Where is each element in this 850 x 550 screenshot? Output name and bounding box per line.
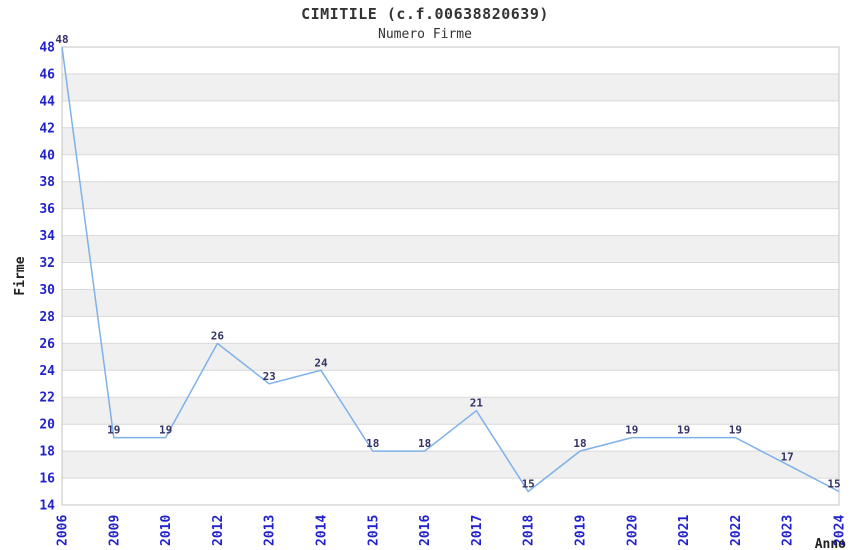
point-label: 21	[470, 397, 484, 410]
background-band	[62, 451, 839, 478]
y-tick-label: 28	[39, 310, 55, 325]
x-tick-label: 2014	[315, 515, 330, 546]
y-tick-label: 42	[39, 121, 55, 136]
point-label: 17	[781, 451, 794, 464]
x-tick-label: 2017	[470, 515, 485, 546]
y-tick-label: 40	[39, 148, 55, 163]
point-label: 19	[625, 424, 638, 437]
x-tick-label: 2021	[677, 515, 692, 546]
point-label: 19	[159, 424, 172, 437]
y-tick-label: 18	[39, 445, 55, 460]
point-label: 15	[522, 478, 535, 491]
point-label: 19	[107, 424, 120, 437]
y-tick-label: 46	[39, 67, 55, 82]
point-label: 48	[55, 33, 68, 46]
y-tick-label: 26	[39, 337, 55, 352]
y-tick-label: 20	[39, 418, 55, 433]
y-tick-label: 30	[39, 283, 55, 298]
background-band	[62, 397, 839, 425]
x-tick-label: 2023	[781, 515, 796, 546]
chart-subtitle: Numero Firme	[378, 27, 472, 42]
point-label: 19	[677, 424, 690, 437]
y-tick-label: 36	[39, 202, 55, 217]
y-tick-label: 22	[39, 391, 55, 406]
x-tick-label: 2022	[729, 515, 744, 546]
y-tick-label: 32	[39, 256, 55, 271]
x-tick-label: 2024	[833, 515, 848, 546]
data-line	[61, 46, 840, 493]
point-label: 15	[827, 478, 840, 491]
x-tick-label: 2006	[56, 515, 71, 546]
y-tick-label: 16	[39, 472, 55, 487]
x-tick-label: 2010	[159, 515, 174, 546]
x-tick-label: 2019	[574, 515, 589, 546]
point-label: 26	[211, 329, 225, 342]
point-label: 19	[729, 424, 742, 437]
point-label: 23	[263, 370, 276, 383]
background-band	[62, 127, 839, 155]
point-label: 18	[573, 437, 586, 450]
y-tick-label: 44	[39, 94, 55, 109]
x-tick-label: 2012	[211, 515, 226, 546]
x-axis-title: Anno	[815, 537, 846, 550]
point-label: 18	[418, 437, 431, 450]
x-tick-label: 2013	[263, 515, 278, 546]
chart-title: CIMITILE (c.f.00638820639)	[301, 5, 549, 23]
x-tick-label: 2020	[625, 515, 640, 546]
x-tick-label: 2015	[366, 515, 381, 546]
background-band	[62, 73, 839, 101]
y-axis-title: Firme	[13, 256, 28, 295]
y-tick-label: 14	[39, 499, 55, 514]
plot-border	[61, 46, 840, 506]
background-band	[62, 181, 839, 209]
point-label: 24	[314, 356, 328, 369]
y-tick-label: 34	[39, 229, 55, 244]
x-tick-label: 2009	[107, 515, 122, 546]
y-tick-label: 38	[39, 175, 55, 190]
y-tick-label: 24	[39, 364, 55, 379]
background-band	[62, 343, 839, 371]
x-tick-label: 2016	[418, 515, 433, 546]
x-tick-label: 2018	[522, 515, 537, 546]
point-label: 18	[366, 437, 379, 450]
background-band	[62, 235, 839, 263]
y-tick-label: 48	[39, 41, 55, 56]
background-band	[62, 289, 839, 317]
